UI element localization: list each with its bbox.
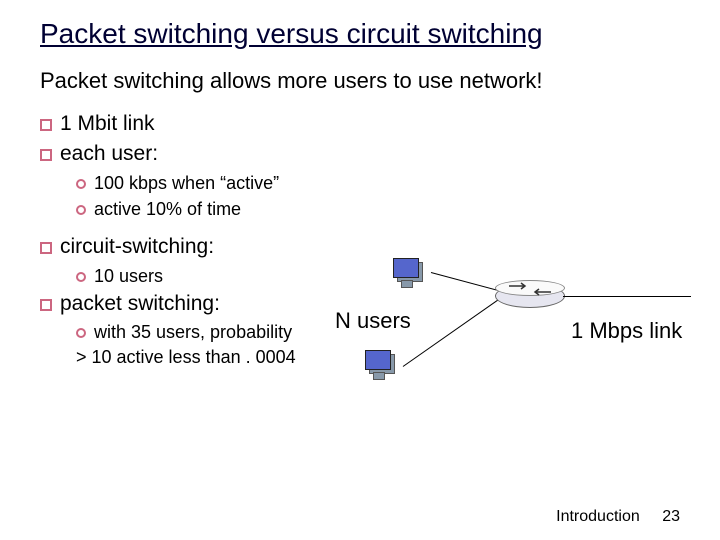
bullet-text: active 10% of time bbox=[94, 199, 241, 219]
footer-section: Introduction bbox=[556, 508, 640, 525]
footer-page: 23 bbox=[662, 508, 680, 525]
circle-bullet-icon bbox=[76, 205, 86, 215]
slide-title: Packet switching versus circuit switchin… bbox=[40, 18, 680, 50]
bullet-text: with 35 users, probability > 10 active l… bbox=[76, 322, 296, 366]
bullet-l2: with 35 users, probability > 10 active l… bbox=[76, 320, 306, 369]
bullet-l2: active 10% of time bbox=[76, 197, 680, 221]
square-bullet-icon bbox=[40, 119, 52, 131]
bullet-l1: each user: bbox=[40, 140, 680, 168]
square-bullet-icon bbox=[40, 149, 52, 161]
link-label: 1 Mbps link bbox=[571, 318, 682, 344]
square-bullet-icon bbox=[40, 242, 52, 254]
slide-footer: Introduction 23 bbox=[556, 508, 680, 526]
user-monitor-icon bbox=[365, 350, 403, 384]
bullet-text: 100 kbps when “active” bbox=[94, 173, 279, 193]
user-monitor-icon bbox=[393, 258, 431, 292]
circle-bullet-icon bbox=[76, 179, 86, 189]
bullet-text: packet switching: bbox=[60, 292, 220, 315]
circle-bullet-icon bbox=[76, 328, 86, 338]
bullet-l1: 1 Mbit link bbox=[40, 110, 680, 138]
bullet-text: circuit-switching: bbox=[60, 235, 214, 258]
user-link-line bbox=[403, 300, 499, 367]
bullet-text: 1 Mbit link bbox=[60, 112, 155, 135]
network-diagram: N users 1 Mbps link bbox=[335, 258, 695, 428]
bullet-text: each user: bbox=[60, 142, 158, 165]
circle-bullet-icon bbox=[76, 272, 86, 282]
square-bullet-icon bbox=[40, 299, 52, 311]
slide-subtitle: Packet switching allows more users to us… bbox=[40, 68, 680, 94]
bullet-text: 10 users bbox=[94, 266, 163, 286]
n-users-label: N users bbox=[335, 308, 411, 334]
router-icon bbox=[495, 280, 573, 318]
outgoing-link-line bbox=[563, 296, 691, 297]
bullet-l2: 100 kbps when “active” bbox=[76, 171, 680, 195]
